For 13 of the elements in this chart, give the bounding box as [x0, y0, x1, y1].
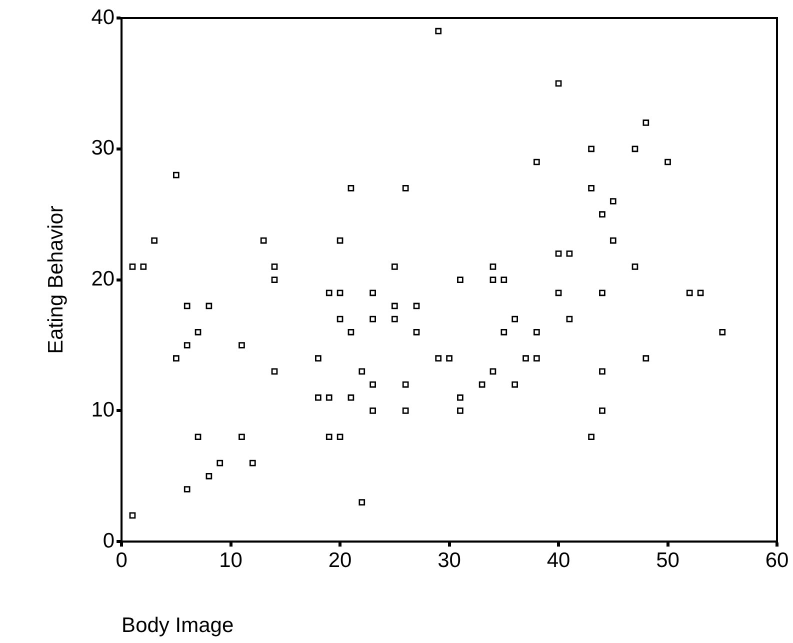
x-tick-label: 60: [765, 548, 789, 572]
x-tick-label: 10: [219, 548, 242, 572]
x-tick-label: 30: [438, 548, 461, 572]
x-tick-label: 50: [656, 548, 680, 572]
y-tick-label: 10: [91, 398, 115, 422]
x-tick-label: 40: [546, 548, 570, 572]
y-tick-label: 0: [102, 529, 115, 552]
y-tick-label: 40: [91, 6, 115, 29]
x-axis-title: Body Image: [122, 614, 234, 638]
y-tick-label: 20: [91, 268, 115, 291]
y-tick-label: 30: [91, 136, 115, 160]
y-axis-title: Eating Behavior: [44, 206, 68, 354]
x-tick-label: 20: [328, 548, 352, 572]
